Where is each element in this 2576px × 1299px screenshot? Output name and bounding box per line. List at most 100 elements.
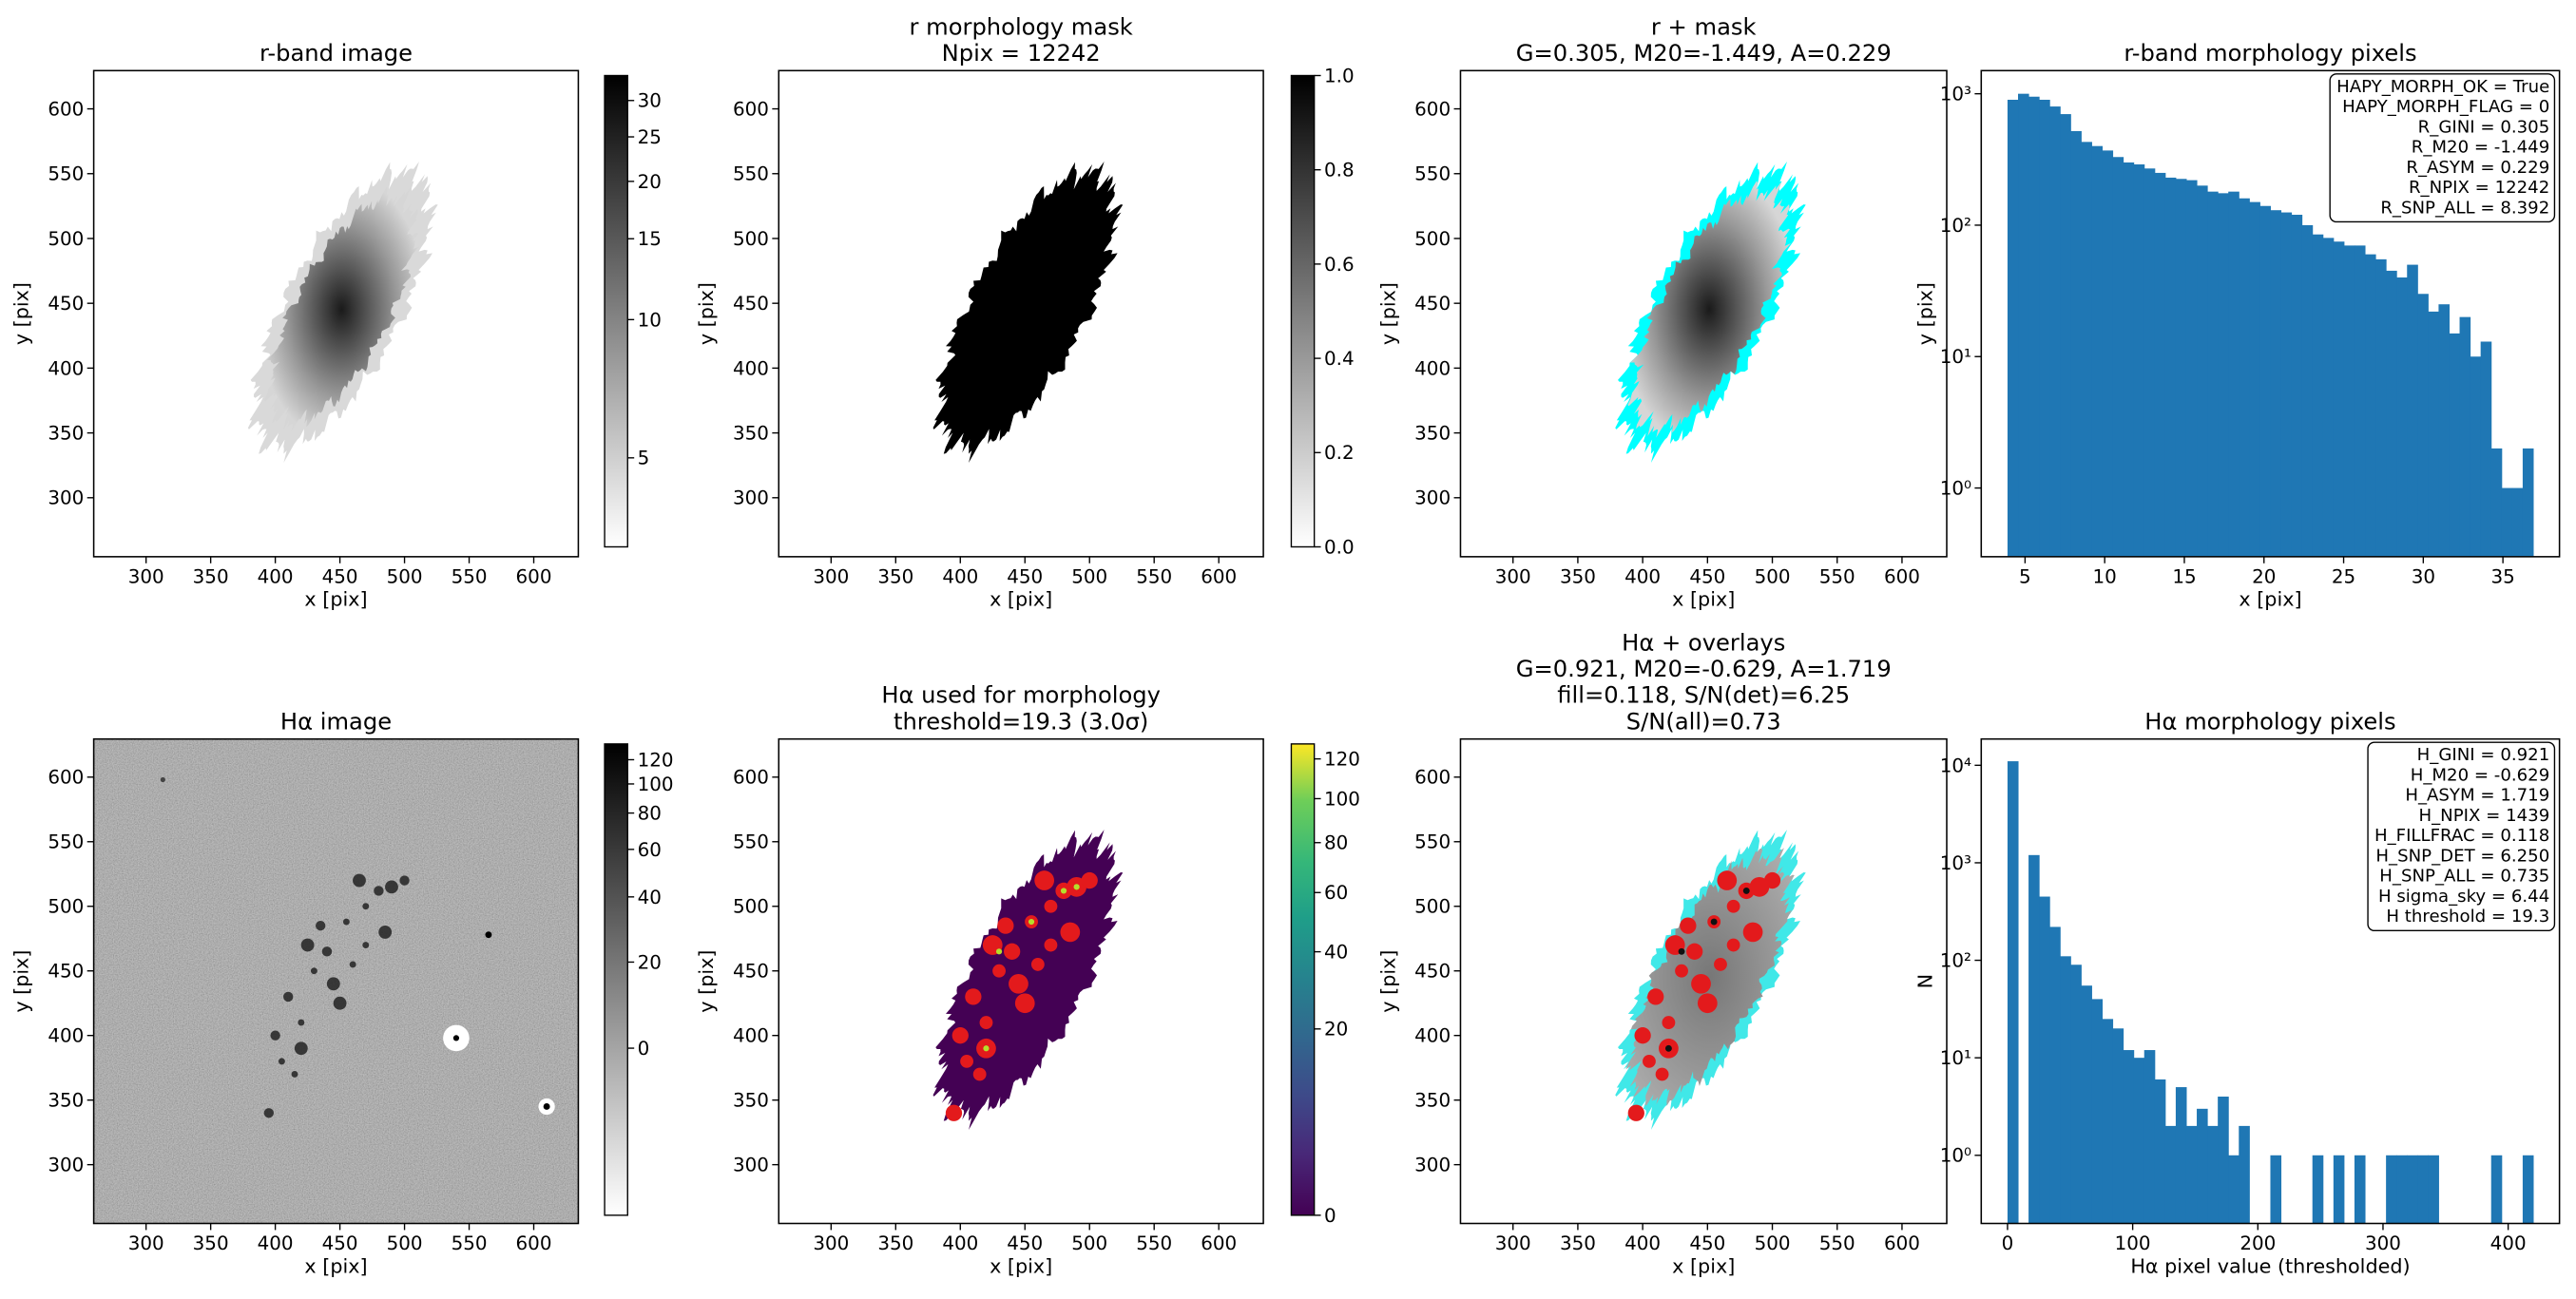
- emission-knot: [378, 926, 393, 939]
- hist-bar: [2228, 1155, 2240, 1224]
- hist-bar: [2480, 341, 2492, 557]
- x-tick-label: 300: [128, 1232, 164, 1254]
- x-tick-label: 20: [2252, 566, 2276, 588]
- y-tick-label: 10²: [1940, 949, 1971, 971]
- y-tick-label: 10⁴: [1940, 755, 1971, 776]
- hist-bar: [2081, 142, 2092, 557]
- y-tick-label: 450: [48, 961, 84, 983]
- axes-frame: [778, 69, 1264, 558]
- y-tick-label: 500: [1414, 228, 1451, 250]
- hist-bar: [2207, 1125, 2219, 1224]
- y-tick-label: 550: [1414, 831, 1451, 853]
- y-tick-label: 500: [733, 228, 769, 250]
- panel-title: r + mask: [1651, 13, 1757, 40]
- hist-bar: [2354, 245, 2366, 557]
- x-tick-label: 600: [1884, 1232, 1920, 1254]
- knot-contour: [1714, 958, 1727, 971]
- emission-knot: [270, 1030, 280, 1041]
- panel-title: Npix = 12242: [942, 40, 1101, 67]
- x-tick-label: 350: [1560, 566, 1596, 588]
- y-tick-label: 400: [48, 1025, 84, 1047]
- hist-bar: [2396, 277, 2408, 557]
- x-tick-label: 600: [516, 566, 552, 588]
- hist-bar: [2123, 1050, 2135, 1224]
- annotation-line: H sigma_sky = 6.44: [2378, 887, 2549, 907]
- x-tick-label: 500: [387, 566, 423, 588]
- knot-contour: [1627, 1104, 1644, 1121]
- hist-bar: [2143, 168, 2156, 557]
- colorbar-tick-label: 0.4: [1324, 348, 1355, 370]
- colorbar-tick-label: 0.8: [1324, 160, 1355, 181]
- x-tick-label: 350: [193, 566, 229, 588]
- y-tick-label: 350: [1414, 422, 1451, 444]
- colorbar-tick-label: 40: [1324, 942, 1348, 964]
- emission-knot: [362, 903, 370, 910]
- x-tick-label: 5: [2019, 566, 2031, 588]
- x-tick-label: 300: [2365, 1232, 2401, 1254]
- x-axis-label: x [pix]: [304, 1254, 367, 1277]
- x-tick-label: 400: [942, 566, 978, 588]
- y-tick-label: 550: [733, 163, 769, 185]
- knot-contour: [1034, 870, 1055, 890]
- hist-bar: [2028, 96, 2040, 557]
- annotation-line: HAPY_MORPH_OK = True: [2336, 77, 2549, 97]
- x-tick-label: 500: [1071, 566, 1107, 588]
- annotation-frame: [2367, 741, 2556, 932]
- panel-title: G=0.305, M20=-1.449, A=0.229: [1516, 40, 1892, 67]
- hist-bar: [2197, 185, 2208, 557]
- hist-bar: [2197, 1108, 2208, 1224]
- x-tick-label: 500: [1071, 1232, 1107, 1254]
- y-tick-label: 350: [733, 1090, 769, 1112]
- annotation-line: R_NPIX = 12242: [2409, 178, 2549, 198]
- hist-bar: [2375, 258, 2387, 557]
- hist-bar: [2112, 1028, 2124, 1224]
- hist-bar: [2185, 180, 2198, 557]
- knot-contour: [1004, 943, 1021, 960]
- hist-bar: [2428, 311, 2439, 557]
- colorbar-tick-label: 0: [1324, 1205, 1336, 1227]
- y-tick-label: 300: [733, 487, 769, 509]
- x-tick-label: 35: [2490, 566, 2514, 588]
- hist-bar: [2417, 1155, 2429, 1224]
- hist-bar: [2133, 1058, 2145, 1224]
- annotation-line: H_GINI = 0.921: [2417, 745, 2550, 765]
- axes-frame: [778, 737, 1264, 1225]
- knot-contour: [1060, 922, 1081, 943]
- knot-peak: [1073, 884, 1080, 890]
- x-tick-label: 550: [1136, 566, 1172, 588]
- hist-bar: [2343, 245, 2355, 557]
- galaxy: [1627, 181, 1791, 438]
- y-tick-label: 300: [1414, 1155, 1451, 1176]
- hist-bar: [2386, 1155, 2397, 1224]
- knot-contour: [965, 988, 982, 1005]
- hist-bar: [2396, 1155, 2408, 1224]
- hist-bar: [2270, 210, 2282, 557]
- knot-contour: [1697, 993, 1718, 1014]
- x-tick-label: 400: [258, 1232, 294, 1254]
- hist-bar: [2407, 1155, 2418, 1224]
- y-tick-label: 400: [733, 357, 769, 379]
- x-axis-label: x [pix]: [2239, 588, 2301, 611]
- emission-knot: [349, 961, 356, 968]
- y-tick-label: 600: [733, 98, 769, 120]
- annotation-line: R_SNP_ALL = 8.392: [2380, 198, 2549, 218]
- x-tick-label: 450: [1007, 566, 1043, 588]
- y-axis-label: N: [1913, 974, 1936, 988]
- panel: Hα morphology pixels 0 100 200 300 400 10⁰ 10¹ 1…: [1913, 708, 2561, 1277]
- hist-bar: [2164, 177, 2177, 557]
- knot-contour: [1686, 943, 1703, 960]
- hist-bar: [2007, 761, 2019, 1224]
- annotation-line: R_ASYM = 0.229: [2406, 158, 2549, 178]
- knot-peak: [1742, 887, 1750, 894]
- star: [452, 1035, 460, 1041]
- panel-title: Hα used for morphology: [881, 682, 1161, 709]
- x-tick-label: 100: [2115, 1232, 2151, 1254]
- y-tick-label: 600: [733, 767, 769, 789]
- colorbar: [1290, 743, 1316, 1216]
- y-tick-label: 350: [1414, 1090, 1451, 1112]
- colorbar-tick-label: 20: [1324, 1019, 1348, 1041]
- hist-bar: [2312, 234, 2324, 557]
